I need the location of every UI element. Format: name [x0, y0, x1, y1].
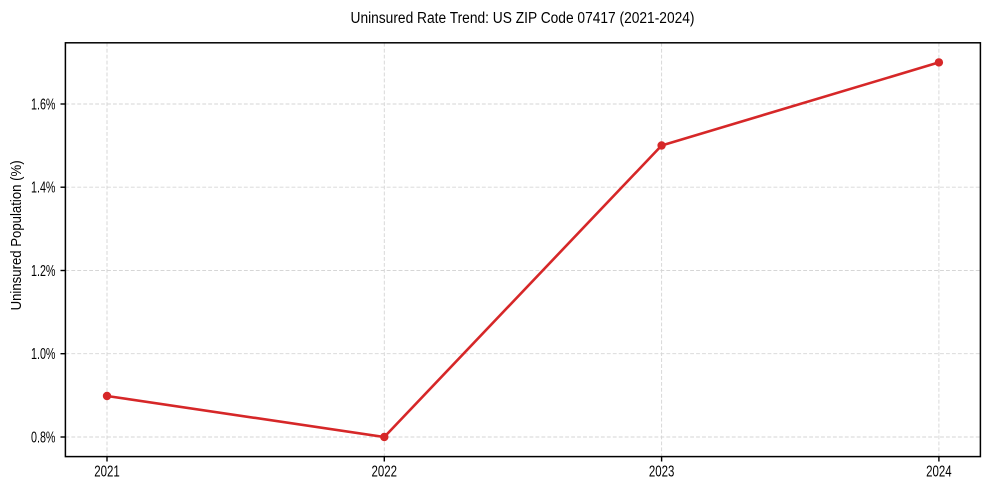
svg-text:Uninsured Rate Trend: US ZIP C: Uninsured Rate Trend: US ZIP Code 07417 …: [351, 10, 695, 27]
svg-text:2022: 2022: [372, 463, 398, 480]
svg-text:1.6%: 1.6%: [31, 97, 56, 114]
svg-text:Uninsured Population (%): Uninsured Population (%): [9, 160, 25, 310]
svg-text:2024: 2024: [926, 463, 952, 480]
svg-text:1.0%: 1.0%: [31, 346, 56, 363]
svg-text:0.8%: 0.8%: [31, 430, 56, 447]
svg-text:2023: 2023: [649, 463, 675, 480]
svg-text:2021: 2021: [94, 463, 120, 480]
svg-text:1.4%: 1.4%: [31, 180, 56, 197]
svg-text:1.2%: 1.2%: [31, 263, 56, 280]
